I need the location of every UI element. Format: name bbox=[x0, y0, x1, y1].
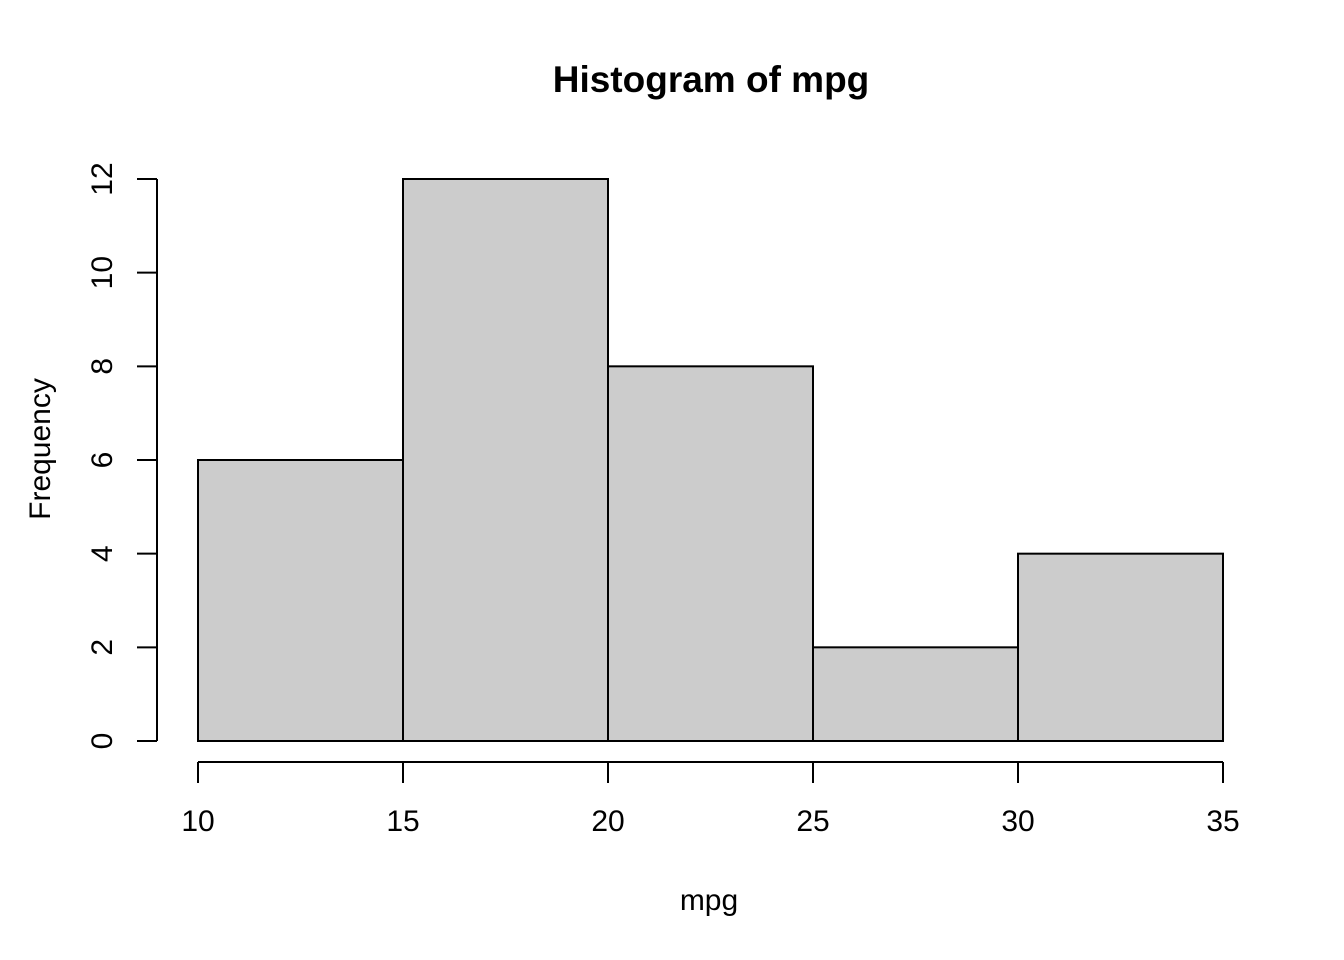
y-tick-label: 12 bbox=[86, 162, 119, 195]
y-tick-label: 2 bbox=[86, 639, 119, 656]
y-tick-label: 10 bbox=[86, 256, 119, 289]
histogram-bar bbox=[402, 178, 609, 742]
x-tick-label: 35 bbox=[1206, 805, 1239, 838]
y-tick-label: 6 bbox=[86, 452, 119, 469]
histogram-bar bbox=[607, 365, 814, 742]
y-tick-label: 0 bbox=[86, 733, 119, 750]
histogram-bar bbox=[197, 459, 404, 742]
x-tick-label: 25 bbox=[796, 805, 829, 838]
y-tick-label: 8 bbox=[86, 358, 119, 375]
histogram-bar bbox=[1017, 552, 1224, 743]
chart-title: Histogram of mpg bbox=[553, 59, 870, 100]
x-tick-label: 15 bbox=[386, 805, 419, 838]
x-axis-label: mpg bbox=[680, 884, 738, 917]
x-axis: 10 15 20 25 30 35 bbox=[181, 761, 1240, 838]
x-tick-label: 10 bbox=[181, 805, 214, 838]
y-tick-label: 4 bbox=[86, 545, 119, 562]
y-axis-label: Frequency bbox=[24, 378, 57, 520]
y-axis: 0 2 4 6 8 10 12 bbox=[86, 162, 158, 750]
x-tick-label: 30 bbox=[1001, 805, 1034, 838]
histogram-bars bbox=[197, 178, 1224, 743]
histogram-bar bbox=[812, 646, 1019, 742]
x-tick-label: 20 bbox=[591, 805, 624, 838]
